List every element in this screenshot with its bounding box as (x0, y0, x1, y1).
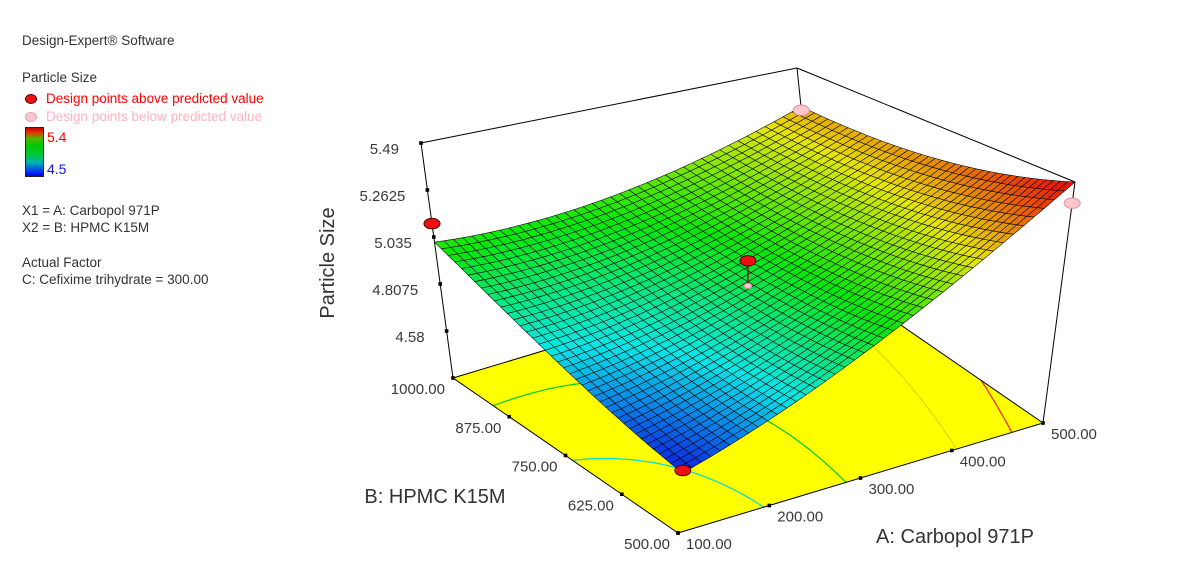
contour-level-0 (571, 457, 765, 508)
right-vertical-edge (1042, 181, 1076, 424)
design-point-above (674, 464, 692, 477)
app-title: Design-Expert® Software (22, 33, 175, 48)
design-point-above-marker-icon (25, 93, 37, 104)
legend-below-label: Design points below predicted value (46, 109, 263, 124)
x-axis-tick-label: 400.00 (960, 454, 1006, 471)
design-point-above (739, 255, 757, 267)
tick-mark (438, 282, 442, 286)
top-right-edge (796, 67, 1076, 183)
tick-mark (620, 492, 624, 496)
tick-mark (507, 414, 511, 419)
tick-mark (1041, 421, 1045, 425)
x-axis-tick-label: 500.00 (1051, 426, 1097, 443)
y-axis-tick-label: 1000.00 (391, 381, 445, 398)
legend-row-above: Design points above predicted value (25, 91, 264, 106)
z-axis-title: Particle Size (317, 207, 339, 318)
actual-factor-value: C: Cefixime trihydrate = 300.00 (22, 272, 209, 287)
x2-factor-line: X2 = B: HPMC K15M (22, 220, 150, 235)
x-axis-tick-label: 300.00 (869, 481, 915, 498)
response-label: Particle Size (22, 70, 98, 85)
actual-factor-heading: Actual Factor (22, 255, 102, 270)
tick-mark (858, 476, 863, 480)
tick-mark (767, 503, 772, 508)
legend-row-below: Design points below predicted value (25, 109, 262, 124)
tick-mark (432, 235, 436, 239)
tick-mark (425, 188, 430, 192)
tick-mark (950, 448, 954, 453)
design-point-below (743, 282, 753, 289)
x-axis-tick-label: 100.00 (686, 536, 732, 553)
y-axis-tick-label: 625.00 (568, 497, 614, 514)
color-scale-max-label: 5.4 (47, 129, 67, 145)
design-point-above (423, 217, 441, 230)
y-axis-tick-label: 750.00 (512, 459, 558, 476)
z-axis-tick-label: 5.035 (374, 235, 412, 252)
z-axis-line (420, 142, 454, 379)
x-axis-tick-label: 200.00 (777, 509, 823, 526)
z-axis-tick-label: 5.2625 (360, 188, 406, 205)
surface-mesh (434, 106, 1076, 474)
legend-above-label: Design points above predicted value (46, 91, 264, 106)
design-point-below-marker-icon (25, 111, 37, 122)
tick-mark (444, 329, 449, 333)
z-axis-tick-label: 4.8075 (372, 282, 418, 299)
design-point-below (792, 104, 810, 116)
z-axis-tick-label: 5.49 (370, 141, 399, 158)
design-point-below (1063, 197, 1081, 209)
x-axis-title: A: Carbopol 971P (876, 526, 1034, 548)
axis-titles: A: Carbopol 971P B: HPMC K15M Particle S… (317, 207, 1034, 548)
y-axis-title: B: HPMC K15M (364, 486, 505, 508)
y-axis-tick-label: 875.00 (455, 420, 501, 437)
color-scale-gradient (25, 127, 44, 177)
design-points (423, 104, 1081, 477)
top-left-edge (420, 67, 798, 144)
axis-ticks-and-labels: 100.00 200.00 300.00 400.00 500.00 500.00 625.… (360, 141, 1097, 553)
tick-mark (676, 531, 680, 535)
x1-factor-line: X1 = A: Carbopol 971P (22, 203, 160, 218)
tick-mark (419, 141, 423, 145)
color-scale-min-label: 4.5 (47, 161, 67, 177)
y-axis-tick-label: 500.00 (624, 536, 670, 553)
z-axis-tick-label: 4.58 (395, 329, 424, 346)
tick-mark (563, 453, 568, 458)
tick-mark (451, 376, 455, 380)
